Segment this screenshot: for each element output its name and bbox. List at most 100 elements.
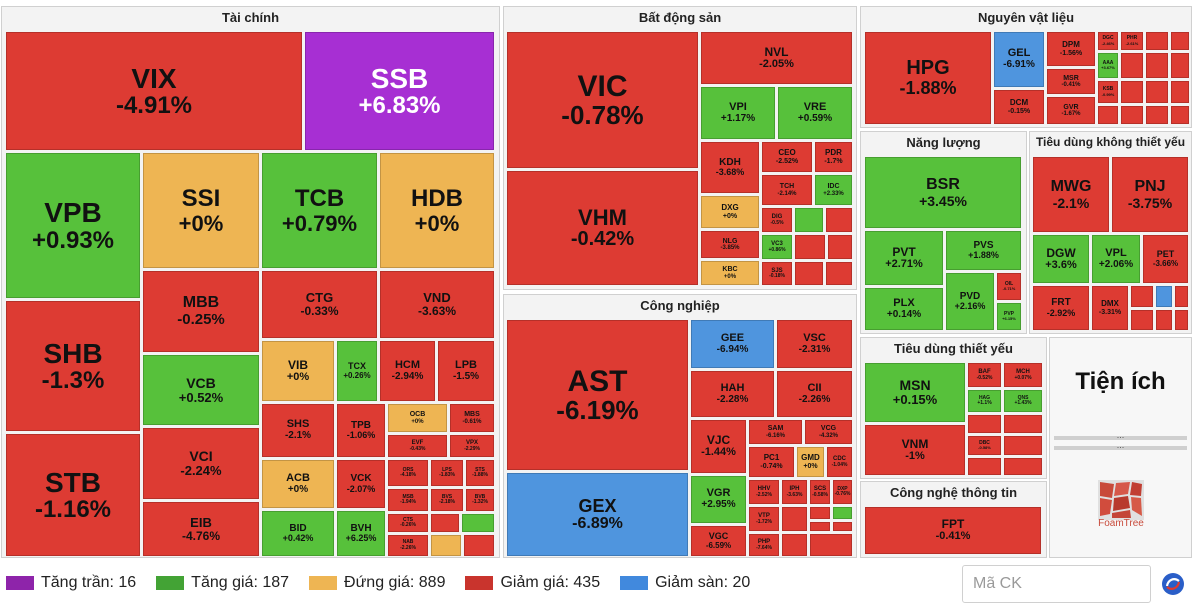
stock-tile-small[interactable] bbox=[464, 535, 494, 556]
stock-tile-pvd[interactable]: PVD +2.16% bbox=[946, 273, 994, 330]
stock-tile-plx[interactable]: PLX +0.14% bbox=[865, 288, 943, 330]
stock-tile-vtp[interactable]: VTP -1.72% bbox=[749, 507, 779, 531]
stock-tile-mch[interactable]: MCH +0.07% bbox=[1004, 363, 1042, 387]
stock-tile-baf[interactable]: BAF -0.52% bbox=[968, 363, 1001, 387]
stock-tile-vcg[interactable]: VCG -4.32% bbox=[805, 420, 852, 444]
stock-tile-idc[interactable]: IDC +2.33% bbox=[815, 175, 852, 205]
stock-tile-evf[interactable]: EVF -0.43% bbox=[388, 435, 447, 457]
stock-tile-small[interactable] bbox=[1146, 81, 1168, 103]
stock-tile-small[interactable] bbox=[1004, 436, 1042, 455]
stock-code-search-input[interactable] bbox=[962, 565, 1151, 603]
stock-tile-pvs[interactable]: PVS +1.88% bbox=[946, 231, 1021, 270]
stock-tile-cii[interactable]: CII -2.26% bbox=[777, 371, 852, 417]
stock-tile-pet[interactable]: PET -3.66% bbox=[1143, 235, 1188, 283]
stock-tile-iph[interactable]: IPH -3.63% bbox=[782, 480, 807, 504]
stock-tile-hah[interactable]: HAH -2.28% bbox=[691, 371, 774, 417]
stock-tile-pc1[interactable]: PC1 -0.74% bbox=[749, 447, 794, 477]
stock-tile-small[interactable] bbox=[968, 415, 1001, 433]
stock-tile-gel[interactable]: GEL -6.91% bbox=[994, 32, 1044, 87]
stock-tile-vc3[interactable]: VC3 +0.86% bbox=[762, 235, 792, 259]
stock-tile-dbc[interactable]: DBC -0.58% bbox=[968, 436, 1001, 455]
stock-tile-small[interactable] bbox=[810, 507, 830, 519]
stock-tile-ssi[interactable]: SSI +0% bbox=[143, 153, 259, 268]
stock-tile-vib[interactable]: VIB +0% bbox=[262, 341, 334, 401]
stock-tile-small[interactable] bbox=[833, 522, 852, 531]
stock-tile-small[interactable] bbox=[782, 507, 807, 531]
stock-tile-hcm[interactable]: HCM -2.94% bbox=[380, 341, 435, 401]
stock-tile-kbc[interactable]: KBC +0% bbox=[701, 261, 759, 285]
legend-item-ceiling[interactable]: Tăng trần: 16 bbox=[6, 574, 136, 592]
stock-tile-small[interactable] bbox=[795, 262, 823, 285]
stock-tile-ocb[interactable]: OCB +0% bbox=[388, 404, 447, 432]
stock-tile-tcx[interactable]: TCX +0.26% bbox=[337, 341, 377, 401]
sector-utilities[interactable]: Tiện ích ... ... FoamTree bbox=[1049, 337, 1192, 558]
stock-tile-small[interactable] bbox=[810, 534, 852, 556]
stock-tile-dgc[interactable]: DGC -2.46% bbox=[1098, 32, 1118, 50]
stock-tile-small[interactable] bbox=[810, 522, 830, 531]
stock-tile-php[interactable]: PHP -7.64% bbox=[749, 534, 779, 556]
stock-tile-sjs[interactable]: SJS -0.18% bbox=[762, 262, 792, 285]
refresh-logo-icon[interactable] bbox=[1161, 572, 1185, 596]
stock-tile-bvh[interactable]: BVH +6.25% bbox=[337, 511, 385, 556]
stock-tile-vgc[interactable]: VGC -6.59% bbox=[691, 526, 746, 556]
stock-tile-small[interactable] bbox=[1146, 53, 1168, 78]
stock-tile-vpl[interactable]: VPL +2.06% bbox=[1092, 235, 1140, 283]
stock-tile-gee[interactable]: GEE -6.94% bbox=[691, 320, 774, 368]
stock-tile-shs[interactable]: SHS -2.1% bbox=[262, 404, 334, 457]
legend-item-up[interactable]: Tăng giá: 187 bbox=[156, 574, 289, 592]
stock-tile-sam[interactable]: SAM -6.16% bbox=[749, 420, 802, 444]
stock-tile-ssb[interactable]: SSB +6.83% bbox=[305, 32, 494, 150]
stock-tile-vci[interactable]: VCI -2.24% bbox=[143, 428, 259, 499]
stock-tile-small[interactable] bbox=[826, 208, 852, 232]
stock-tile-vgr[interactable]: VGR +2.95% bbox=[691, 476, 746, 523]
stock-tile-msb[interactable]: MSB -1.94% bbox=[388, 489, 428, 511]
stock-tile-small[interactable] bbox=[1004, 458, 1042, 475]
stock-tile-ast[interactable]: AST -6.19% bbox=[507, 320, 688, 470]
stock-tile-small[interactable] bbox=[1171, 53, 1189, 78]
stock-tile-vic[interactable]: VIC -0.78% bbox=[507, 32, 698, 168]
stock-tile-vpx[interactable]: VPX -2.29% bbox=[450, 435, 494, 457]
stock-tile-vix[interactable]: VIX -4.91% bbox=[6, 32, 302, 150]
stock-tile-gex[interactable]: GEX -6.89% bbox=[507, 473, 688, 556]
stock-tile-pvt[interactable]: PVT +2.71% bbox=[865, 231, 943, 285]
stock-tile-small[interactable] bbox=[462, 514, 494, 532]
stock-tile-small[interactable] bbox=[1146, 32, 1168, 50]
stock-tile-cdc[interactable]: CDC -1.04% bbox=[827, 447, 852, 477]
stock-tile-nab[interactable]: NAB -2.26% bbox=[388, 535, 428, 556]
stock-tile-vnm[interactable]: VNM -1% bbox=[865, 425, 965, 475]
stock-tile-frt[interactable]: FRT -2.92% bbox=[1033, 286, 1089, 330]
stock-tile-lps[interactable]: LPS -1.83% bbox=[431, 460, 463, 486]
legend-item-down[interactable]: Giảm giá: 435 bbox=[465, 574, 600, 592]
stock-tile-msr[interactable]: MSR -0.41% bbox=[1047, 69, 1095, 94]
stock-tile-small[interactable] bbox=[968, 458, 1001, 475]
stock-tile-pnj[interactable]: PNJ -3.75% bbox=[1112, 157, 1188, 232]
stock-tile-dgw[interactable]: DGW +3.6% bbox=[1033, 235, 1089, 283]
stock-tile-cts[interactable]: CTS -0.26% bbox=[388, 514, 428, 532]
stock-tile-small[interactable] bbox=[1175, 286, 1188, 307]
stock-tile-pvp[interactable]: PVP +6.15% bbox=[997, 303, 1021, 330]
stock-tile-dig[interactable]: DIG -0.5% bbox=[762, 208, 792, 232]
stock-tile-ctg[interactable]: CTG -0.33% bbox=[262, 271, 377, 338]
stock-tile-small[interactable] bbox=[1171, 81, 1189, 103]
stock-tile-msn[interactable]: MSN +0.15% bbox=[865, 363, 965, 422]
stock-tile-small[interactable] bbox=[1131, 310, 1153, 330]
stock-tile-vpb[interactable]: VPB +0.93% bbox=[6, 153, 140, 298]
stock-tile-nlg[interactable]: NLG -3.85% bbox=[701, 231, 759, 258]
stock-tile-acb[interactable]: ACB +0% bbox=[262, 460, 334, 508]
stock-tile-vnd[interactable]: VND -3.63% bbox=[380, 271, 494, 338]
stock-tile-hhv[interactable]: HHV -2.52% bbox=[749, 480, 779, 504]
stock-tile-hpg[interactable]: HPG -1.88% bbox=[865, 32, 991, 124]
stock-tile-vck[interactable]: VCK -2.07% bbox=[337, 460, 385, 508]
stock-tile-oil[interactable]: OIL -0.71% bbox=[997, 273, 1021, 300]
stock-tile-mbs[interactable]: MBS -0.61% bbox=[450, 404, 494, 432]
stock-tile-tch[interactable]: TCH -2.14% bbox=[762, 175, 812, 205]
stock-tile-small[interactable] bbox=[795, 235, 825, 259]
stock-tile-lpb[interactable]: LPB -1.5% bbox=[438, 341, 494, 401]
stock-tile-stb[interactable]: STB -1.16% bbox=[6, 434, 140, 556]
stock-tile-small[interactable] bbox=[1131, 286, 1153, 307]
stock-tile-kdh[interactable]: KDH -3.68% bbox=[701, 142, 759, 193]
stock-tile-bid[interactable]: BID +0.42% bbox=[262, 511, 334, 556]
stock-tile-small[interactable] bbox=[1121, 53, 1143, 78]
stock-tile-bvb[interactable]: BVB -1.32% bbox=[466, 489, 494, 511]
stock-tile-dpm[interactable]: DPM -1.56% bbox=[1047, 32, 1095, 66]
